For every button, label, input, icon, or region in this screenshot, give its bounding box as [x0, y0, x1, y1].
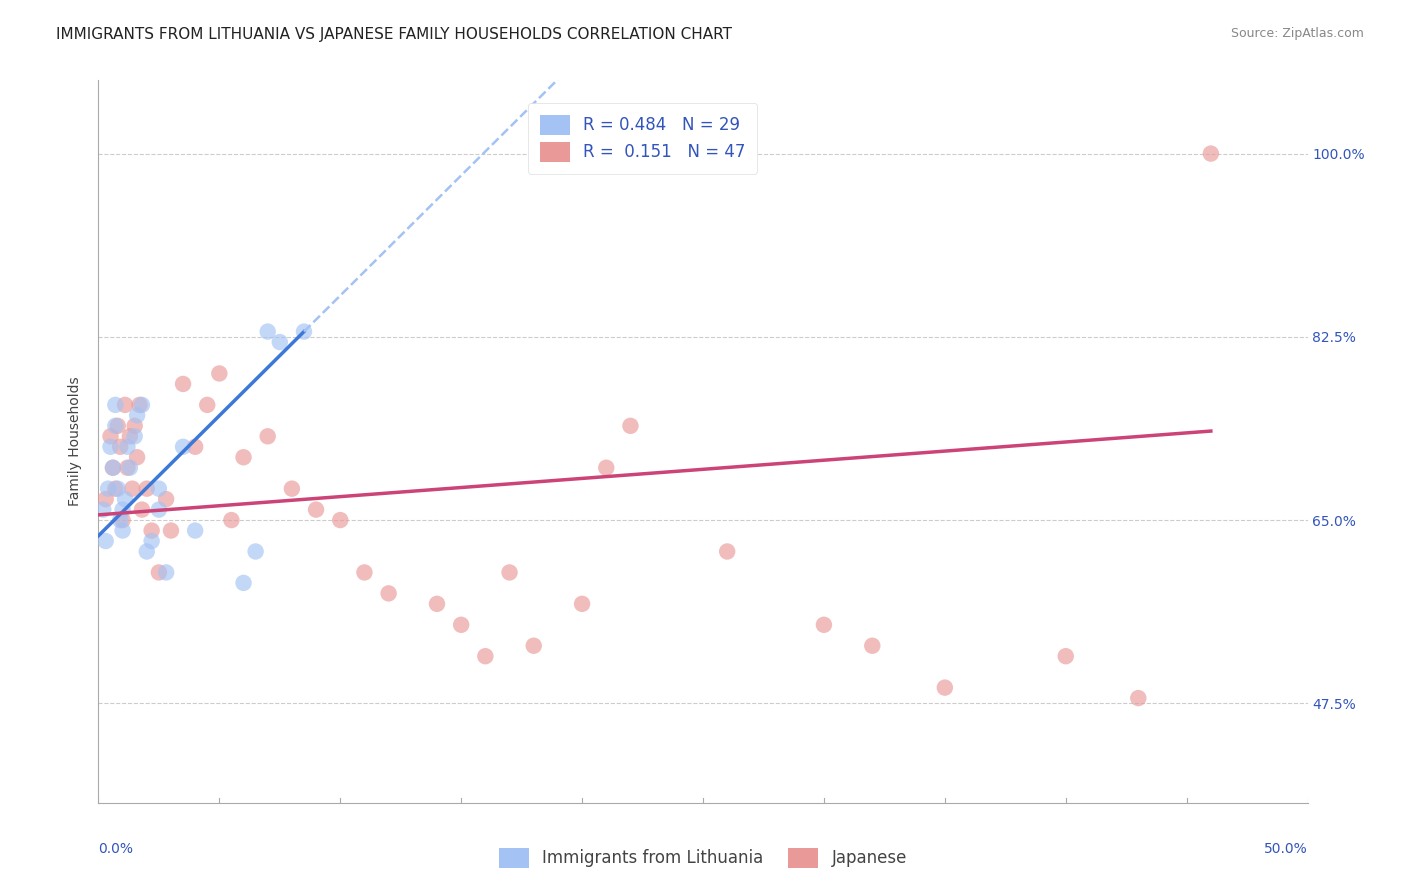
- Point: [128, 398, 150, 412]
- Point: [127, 450, 149, 465]
- Point: [111, 502, 134, 516]
- Point: [141, 534, 163, 549]
- Text: 0.0%: 0.0%: [98, 842, 134, 855]
- Point: [232, 575, 254, 590]
- Text: IMMIGRANTS FROM LITHUANIA VS JAPANESE FAMILY HOUSEHOLDS CORRELATION CHART: IMMIGRANTS FROM LITHUANIA VS JAPANESE FA…: [56, 27, 733, 42]
- Point: [353, 566, 375, 580]
- Point: [121, 482, 143, 496]
- Point: [595, 460, 617, 475]
- Point: [124, 418, 146, 433]
- Point: [100, 440, 122, 454]
- Point: [111, 524, 134, 538]
- Point: [1054, 649, 1077, 664]
- Point: [160, 524, 183, 538]
- Point: [117, 460, 139, 475]
- Point: [221, 513, 243, 527]
- Point: [148, 502, 170, 516]
- Point: [124, 429, 146, 443]
- Point: [100, 429, 122, 443]
- Point: [111, 513, 134, 527]
- Point: [934, 681, 956, 695]
- Point: [208, 367, 231, 381]
- Point: [269, 334, 291, 349]
- Point: [114, 398, 136, 412]
- Point: [117, 440, 139, 454]
- Point: [131, 398, 153, 412]
- Point: [101, 460, 124, 475]
- Point: [104, 418, 127, 433]
- Point: [184, 440, 207, 454]
- Point: [118, 429, 141, 443]
- Point: [377, 586, 399, 600]
- Point: [281, 482, 304, 496]
- Point: [716, 544, 738, 558]
- Point: [141, 524, 163, 538]
- Legend: Immigrants from Lithuania, Japanese: Immigrants from Lithuania, Japanese: [492, 841, 914, 875]
- Point: [1199, 146, 1222, 161]
- Point: [498, 566, 520, 580]
- Point: [108, 440, 131, 454]
- Legend: R = 0.484   N = 29, R =  0.151   N = 47: R = 0.484 N = 29, R = 0.151 N = 47: [529, 103, 756, 174]
- Point: [172, 440, 194, 454]
- Point: [94, 534, 117, 549]
- Point: [256, 325, 278, 339]
- Point: [450, 617, 472, 632]
- Point: [195, 398, 218, 412]
- Point: [329, 513, 352, 527]
- Text: 50.0%: 50.0%: [1264, 842, 1308, 855]
- Point: [860, 639, 883, 653]
- Point: [1128, 691, 1150, 706]
- Point: [292, 325, 315, 339]
- Point: [107, 418, 129, 433]
- Point: [114, 492, 136, 507]
- Point: [571, 597, 593, 611]
- Point: [172, 376, 194, 391]
- Point: [104, 482, 127, 496]
- Point: [127, 409, 149, 423]
- Point: [813, 617, 835, 632]
- Point: [94, 492, 117, 507]
- Point: [426, 597, 449, 611]
- Point: [104, 398, 127, 412]
- Point: [97, 482, 120, 496]
- Point: [232, 450, 254, 465]
- Point: [474, 649, 496, 664]
- Point: [523, 639, 546, 653]
- Point: [256, 429, 278, 443]
- Point: [148, 566, 170, 580]
- Point: [305, 502, 328, 516]
- Point: [184, 524, 207, 538]
- Point: [131, 502, 153, 516]
- Point: [107, 482, 129, 496]
- Point: [118, 460, 141, 475]
- Point: [148, 482, 170, 496]
- Point: [135, 544, 157, 558]
- Y-axis label: Family Households: Family Households: [69, 376, 83, 507]
- Point: [155, 492, 177, 507]
- Text: Source: ZipAtlas.com: Source: ZipAtlas.com: [1230, 27, 1364, 40]
- Point: [108, 513, 131, 527]
- Point: [155, 566, 177, 580]
- Point: [101, 460, 124, 475]
- Point: [91, 502, 114, 516]
- Point: [135, 482, 157, 496]
- Point: [245, 544, 267, 558]
- Point: [619, 418, 641, 433]
